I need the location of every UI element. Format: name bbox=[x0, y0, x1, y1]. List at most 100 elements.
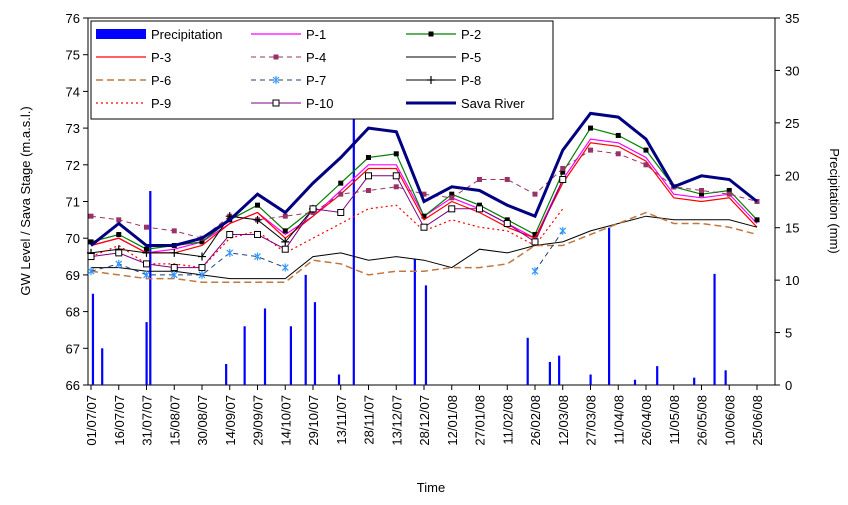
x-tick-label: 12/01/08 bbox=[445, 395, 460, 446]
legend: Precipitation P-1 P-2 P-3 P-4 P-5 P-6 P-7 P-8 P-9… bbox=[90, 20, 554, 120]
legend-item: P-9 bbox=[96, 96, 171, 111]
y-tick-label: 67 bbox=[66, 341, 80, 356]
legend-item: P-7 bbox=[251, 73, 326, 88]
y-tick-label: 74 bbox=[66, 84, 80, 99]
x-tick-label: 26/05/08 bbox=[695, 395, 710, 446]
precipitation-bar bbox=[352, 77, 355, 386]
precipitation-bar bbox=[608, 227, 611, 385]
legend-item: P-5 bbox=[406, 50, 481, 65]
legend-marker bbox=[428, 31, 434, 37]
precipitation-bar bbox=[413, 259, 416, 385]
series-marker bbox=[699, 191, 704, 197]
precipitation-bar bbox=[263, 308, 267, 385]
series-marker bbox=[504, 176, 510, 182]
precipitation-bar bbox=[693, 377, 696, 385]
series-marker bbox=[142, 248, 151, 257]
precipitation-bar bbox=[225, 364, 228, 385]
series-marker bbox=[476, 205, 483, 213]
series-marker bbox=[254, 231, 261, 239]
series-marker bbox=[393, 184, 399, 190]
series-marker bbox=[282, 228, 288, 234]
legend-label: P-8 bbox=[461, 73, 481, 88]
series-marker bbox=[281, 237, 290, 246]
series-marker bbox=[143, 270, 150, 279]
series-marker bbox=[726, 191, 732, 197]
series-marker bbox=[588, 125, 593, 131]
x-tick-label: 16/07/07 bbox=[112, 395, 127, 446]
y2-tick-label: 35 bbox=[785, 11, 799, 26]
legend-marker bbox=[427, 76, 435, 84]
legend-label: P-9 bbox=[151, 96, 171, 111]
series-marker bbox=[226, 231, 234, 239]
x-tick-label: 30/08/07 bbox=[195, 395, 210, 446]
series-marker bbox=[448, 205, 456, 213]
legend-label: P-2 bbox=[461, 27, 481, 42]
x-tick-label: 11/02/08 bbox=[500, 395, 515, 445]
legend-item: P-2 bbox=[406, 27, 481, 42]
x-tick-label: 26/02/08 bbox=[528, 395, 543, 446]
series-marker bbox=[503, 220, 511, 228]
series-marker bbox=[615, 132, 621, 138]
series-marker bbox=[560, 169, 566, 175]
series-marker bbox=[170, 248, 179, 257]
precipitation-bar bbox=[289, 326, 292, 385]
series-marker bbox=[255, 202, 260, 208]
series-marker bbox=[144, 224, 149, 230]
series-marker bbox=[421, 191, 427, 197]
series-marker bbox=[449, 191, 455, 197]
series-marker bbox=[393, 151, 399, 157]
precipitation-bar bbox=[713, 273, 716, 385]
legend-item: P-10 bbox=[251, 96, 333, 111]
series-line bbox=[90, 175, 564, 269]
y-tick-label: 76 bbox=[66, 11, 80, 26]
legend-label: P-3 bbox=[151, 50, 171, 65]
legend-swatch bbox=[96, 29, 146, 39]
series-marker bbox=[143, 260, 150, 268]
precipitation-bar bbox=[337, 374, 341, 385]
x-tick-label: 28/12/07 bbox=[417, 395, 432, 446]
series-marker bbox=[366, 187, 371, 193]
x-tick-label: 15/08/07 bbox=[167, 395, 182, 446]
x-tick-label: 14/09/07 bbox=[223, 395, 238, 446]
series-line bbox=[90, 127, 758, 250]
precipitation-bar bbox=[313, 302, 317, 385]
legend-item: P-4 bbox=[251, 50, 326, 65]
series-line bbox=[90, 211, 758, 283]
legend-label: P-1 bbox=[306, 27, 326, 42]
series-marker bbox=[198, 252, 206, 261]
precipitation-bar bbox=[243, 326, 246, 385]
y-tick-label: 71 bbox=[66, 195, 80, 210]
series-marker bbox=[420, 223, 428, 231]
x-tick-label: 10/06/08 bbox=[722, 395, 737, 446]
series-marker bbox=[198, 264, 206, 272]
series-marker bbox=[449, 195, 455, 201]
series-marker bbox=[559, 175, 567, 183]
y2-tick-label: 15 bbox=[785, 221, 799, 236]
series-marker bbox=[170, 264, 178, 272]
x-tick-label: 26/04/08 bbox=[639, 395, 654, 446]
x-tick-label: 13/12/07 bbox=[389, 395, 404, 446]
legend-label: P-6 bbox=[151, 73, 171, 88]
legend-label: P-4 bbox=[306, 50, 326, 65]
series-marker bbox=[338, 180, 344, 186]
series-marker bbox=[421, 213, 427, 219]
series-marker bbox=[115, 259, 123, 268]
series-marker bbox=[338, 191, 344, 197]
legend-item: Sava River bbox=[406, 96, 525, 111]
series-marker bbox=[254, 252, 261, 261]
y-axis-label: GW Level / Sava Stage (m.a.s.l.) bbox=[18, 106, 33, 295]
series-marker bbox=[226, 248, 234, 257]
series-marker bbox=[560, 165, 566, 171]
legend-item: Precipitation bbox=[96, 27, 223, 42]
y2-tick-label: 30 bbox=[785, 63, 799, 78]
x-tick-label: 11/04/08 bbox=[611, 395, 626, 445]
series-marker bbox=[170, 270, 178, 279]
series-marker bbox=[531, 238, 539, 246]
series-line bbox=[90, 204, 564, 269]
y2-tick-label: 0 bbox=[785, 378, 792, 393]
legend-marker bbox=[272, 99, 280, 107]
series-marker bbox=[116, 232, 122, 238]
x-tick-label: 14/10/07 bbox=[278, 395, 293, 446]
series-marker bbox=[337, 209, 345, 217]
